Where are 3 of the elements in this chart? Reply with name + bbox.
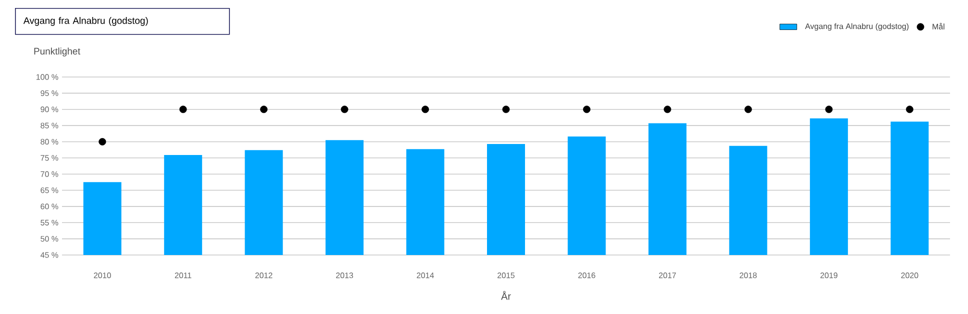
y-axis-title: Punktlighet <box>34 48 80 56</box>
chart-title: Avgang fra Alnabru (godstog) <box>23 16 148 26</box>
x-axis-title: År <box>501 291 511 300</box>
